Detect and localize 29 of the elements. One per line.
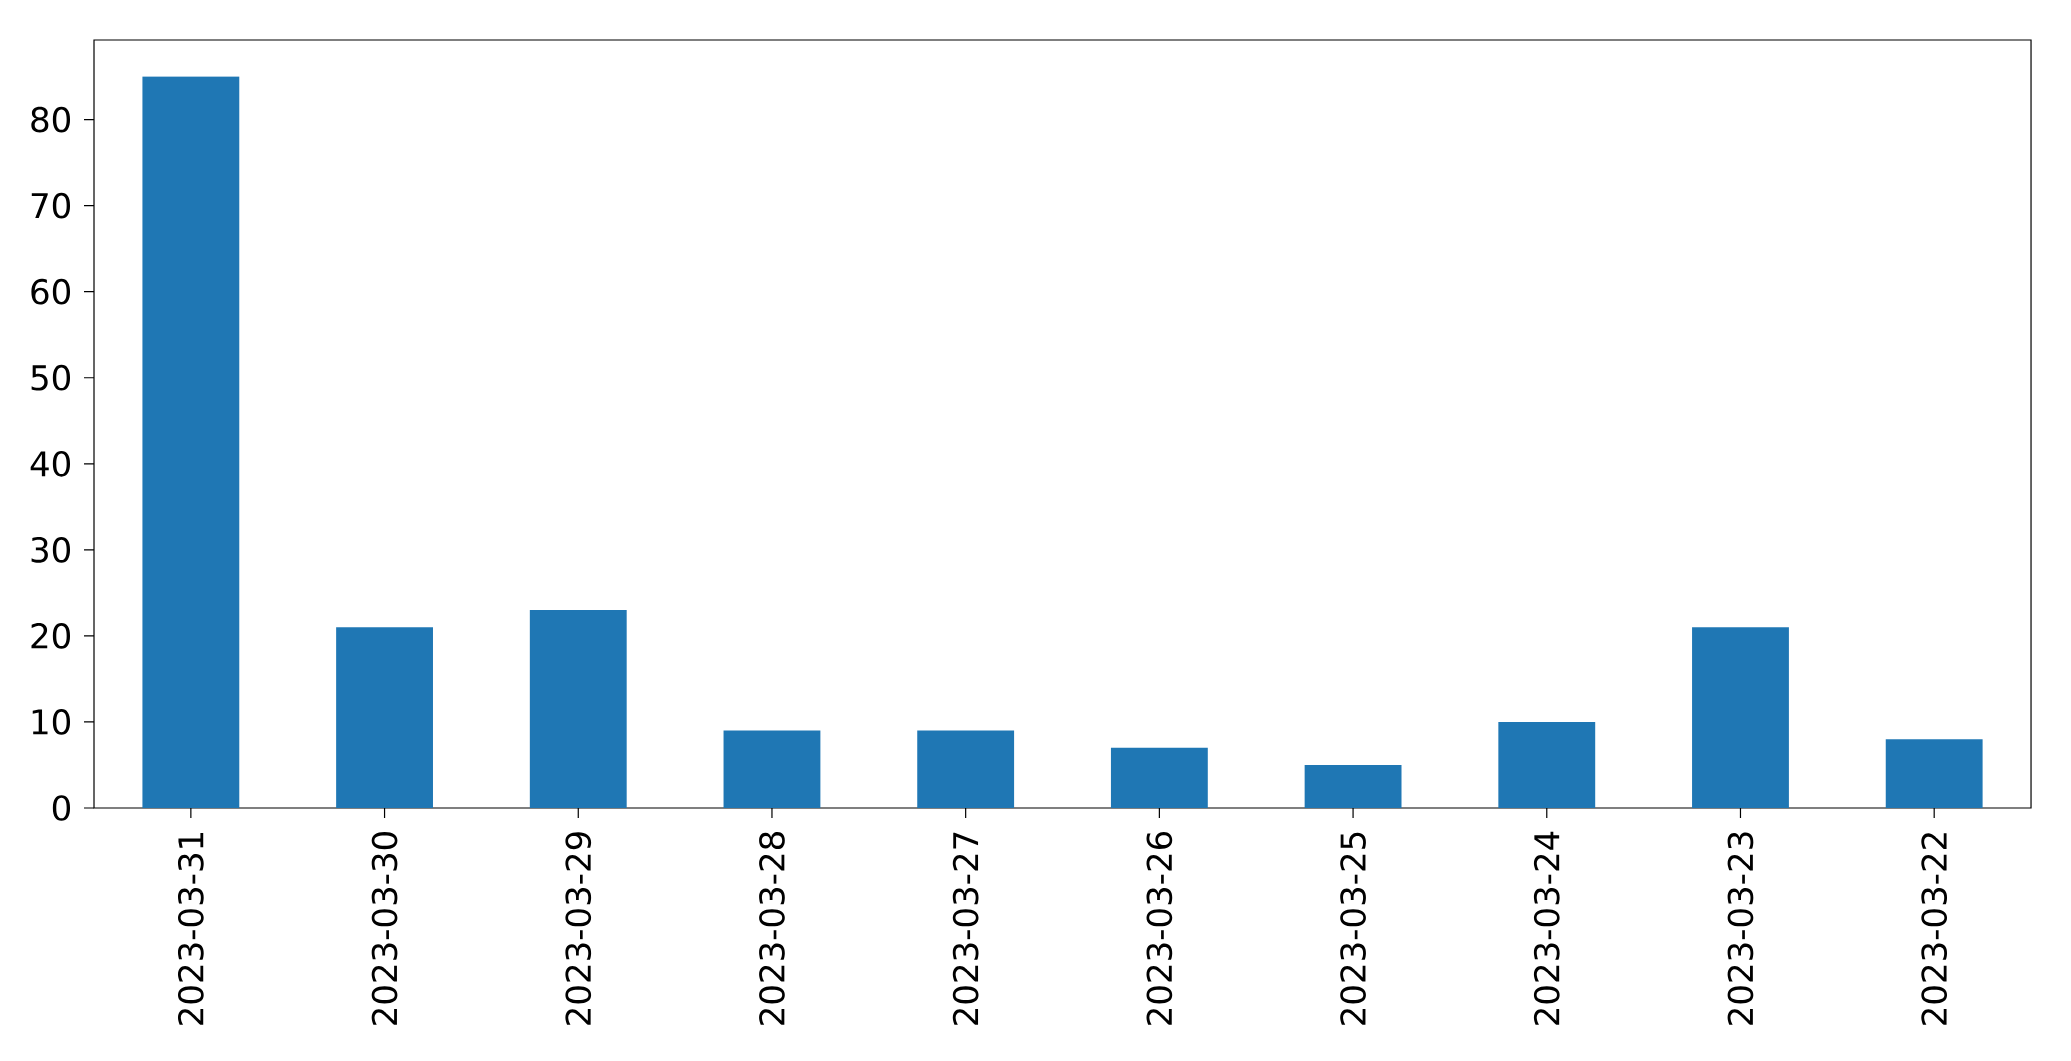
y-tick-label: 50: [31, 364, 71, 391]
y-tick-label: 70: [31, 192, 71, 219]
bar: [1885, 739, 1983, 808]
x-tick-label: 2023-03-25: [1340, 832, 1366, 1025]
y-tick-label: 60: [31, 278, 71, 305]
x-tick-label: 2023-03-28: [759, 832, 785, 1025]
y-tick-label: 20: [31, 623, 71, 649]
y-tick-label: 0: [52, 795, 71, 821]
x-tick-label: 2023-03-24: [1533, 831, 1560, 1025]
bar: [1692, 627, 1789, 808]
x-tick-label: 2023-03-30: [371, 832, 398, 1025]
y-tick-label: 80: [31, 106, 71, 133]
bar: [529, 610, 627, 808]
bar: [723, 730, 821, 808]
x-tick-label: 2023-03-29: [565, 832, 592, 1025]
x-tick-label: 2023-03-22: [1921, 833, 1948, 1025]
y-tick-label: 40: [30, 450, 71, 477]
x-tick-label: 2023-03-31: [177, 832, 204, 1025]
bar: [1110, 747, 1208, 808]
x-tick-label: 2023-03-23: [1727, 832, 1754, 1025]
y-tick-label: 30: [31, 536, 71, 563]
y-tick-label: 10: [32, 709, 71, 735]
bar: [1498, 721, 1596, 808]
bar: [917, 730, 1015, 808]
x-tick-label: 2023-03-26: [1146, 831, 1173, 1025]
bar: [142, 76, 240, 808]
bar: [1304, 764, 1402, 808]
x-tick-label: 2023-03-27: [952, 832, 979, 1025]
bar: [336, 627, 433, 808]
